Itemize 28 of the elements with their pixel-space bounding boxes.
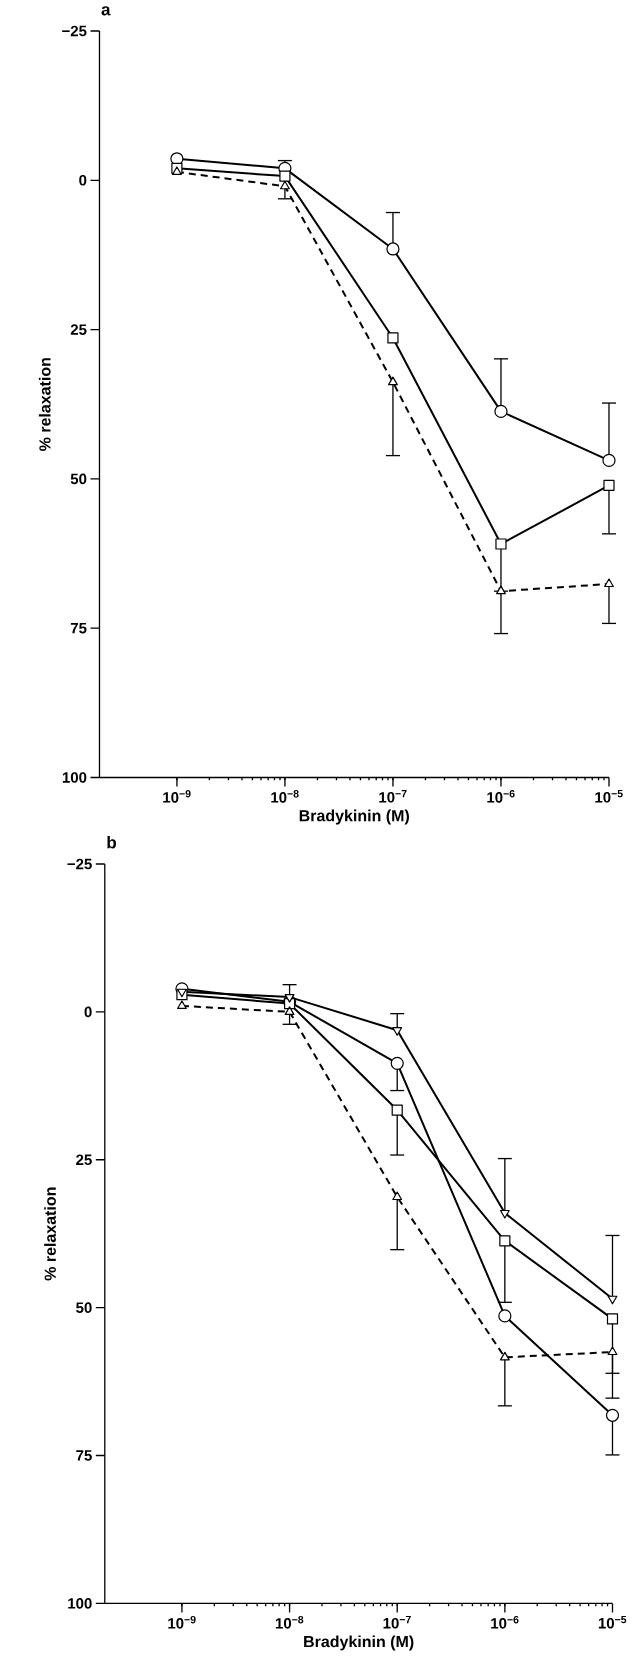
x-tick-label: 10$^{−8}$ bbox=[275, 1615, 304, 1629]
y-tick-label: 75 bbox=[70, 622, 87, 634]
y-tick-label: 25 bbox=[70, 324, 87, 335]
chart-title: b bbox=[107, 835, 117, 849]
y-tick-label: 100 bbox=[68, 1598, 92, 1609]
x-axis-title: Bradykinin (M) bbox=[304, 1635, 414, 1651]
y-tick-label: −25 bbox=[62, 25, 87, 37]
y-tick-label: 50 bbox=[76, 1302, 92, 1313]
x-axis-title: Bradykinin (M) bbox=[299, 809, 409, 825]
y-axis-title: % relaxation bbox=[44, 1187, 56, 1281]
x-tick-label: 10$^{−6}$ bbox=[487, 790, 515, 803]
x-tick-label: 10$^{−6}$ bbox=[491, 1615, 519, 1629]
y-tick-label: 0 bbox=[79, 174, 87, 186]
y-tick-label: 100 bbox=[62, 772, 87, 783]
x-tick-label: 10$^{−9}$ bbox=[168, 1615, 196, 1629]
x-tick-label: 10$^{−5}$ bbox=[598, 1615, 627, 1629]
y-tick-label: 75 bbox=[76, 1450, 92, 1461]
y-axis-title: % relaxation bbox=[38, 358, 51, 451]
chart-title: a bbox=[101, 6, 111, 16]
x-tick-label: 10$^{−7}$ bbox=[383, 1615, 411, 1629]
y-tick-label: −25 bbox=[67, 858, 92, 870]
x-tick-label: 10$^{−8}$ bbox=[271, 790, 299, 803]
x-tick-label: 10$^{−9}$ bbox=[163, 790, 191, 803]
x-tick-label: 10$^{−5}$ bbox=[595, 790, 623, 803]
y-tick-label: 50 bbox=[70, 473, 87, 485]
x-tick-label: 10$^{−7}$ bbox=[379, 790, 407, 803]
y-tick-label: 0 bbox=[84, 1006, 92, 1018]
y-tick-label: 25 bbox=[76, 1154, 92, 1166]
